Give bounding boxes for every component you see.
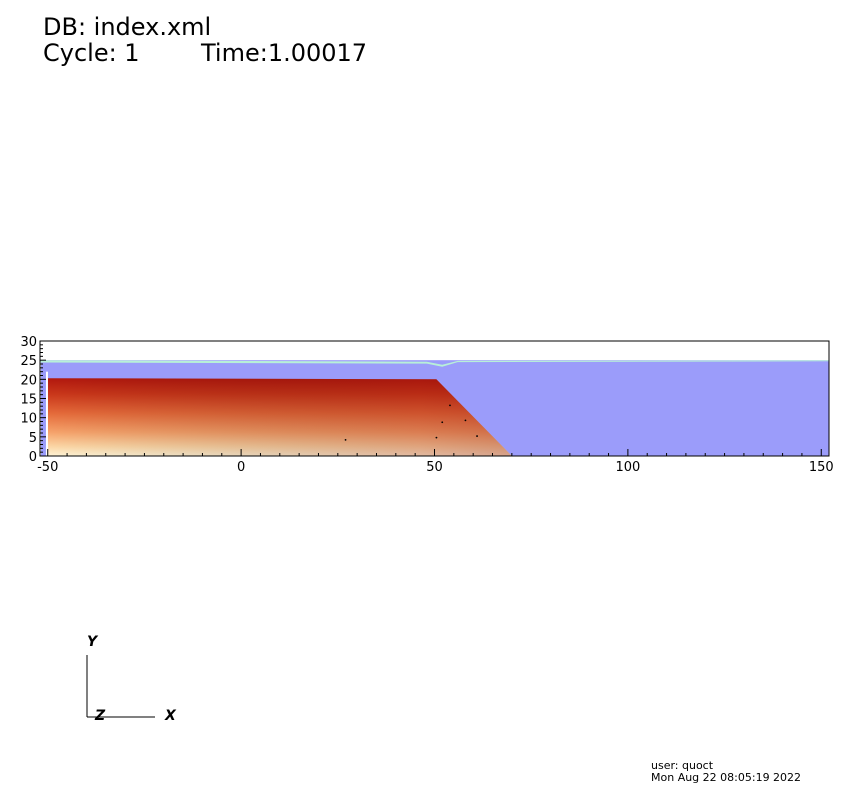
cycle-label: Cycle: 1 — [43, 39, 140, 67]
water-surface — [40, 360, 829, 367]
time-label: Time:1.00017 — [201, 39, 368, 67]
particle-dot — [449, 404, 451, 407]
particle-dot — [435, 436, 438, 439]
x-tick-label: 100 — [615, 460, 640, 475]
left-wall — [45, 371, 48, 456]
particle-markers — [344, 404, 478, 441]
particle-dot — [441, 421, 444, 424]
y-tick-label: 15 — [20, 393, 37, 408]
triad-x-label: X — [164, 708, 177, 724]
x-axis: -50 0 50 100 150 — [37, 449, 834, 475]
y-axis: 0 5 10 15 20 25 30 — [20, 335, 46, 465]
triad-z-label: Z — [94, 708, 106, 724]
y-tick-label: 20 — [20, 373, 37, 388]
user-label: user: quoct — [651, 759, 714, 772]
x-tick-label: 150 — [809, 460, 834, 475]
x-tick-label: 0 — [237, 460, 245, 475]
axes-triad: Y Z X — [86, 634, 177, 724]
particle-dot — [344, 439, 347, 441]
database-label: DB: index.xml — [43, 13, 212, 41]
timestamp-label: Mon Aug 22 08:05:19 2022 — [651, 771, 802, 784]
y-tick-label: 5 — [29, 431, 37, 446]
y-tick-label: 0 — [29, 450, 37, 465]
soil-shading — [47, 378, 512, 456]
particle-dot — [476, 435, 478, 437]
y-tick-label: 30 — [20, 335, 37, 350]
y-tick-label: 25 — [20, 354, 37, 369]
y-tick-label: 10 — [20, 412, 37, 427]
particle-dot — [464, 419, 467, 422]
x-tick-label: -50 — [37, 460, 58, 475]
triad-y-label: Y — [87, 634, 99, 650]
x-tick-label: 50 — [426, 460, 443, 475]
